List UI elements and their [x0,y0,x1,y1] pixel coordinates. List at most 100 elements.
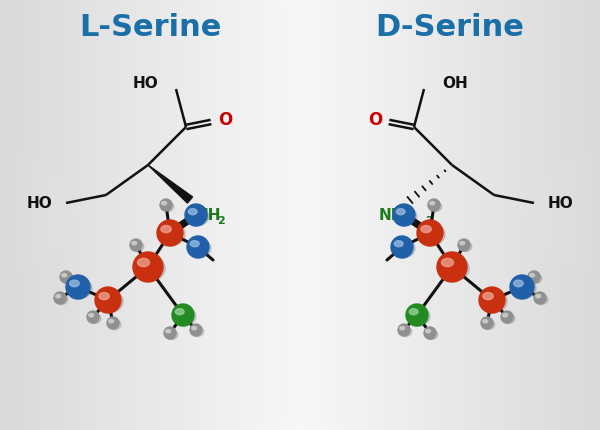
Ellipse shape [60,271,72,283]
Bar [501,0,504,430]
Bar [0,245,600,249]
Ellipse shape [392,240,415,258]
Bar [537,0,540,430]
Bar [111,0,114,430]
Bar [261,0,264,430]
Bar [0,30,600,34]
Bar [444,0,447,430]
Bar [0,194,600,198]
Bar [438,0,441,430]
Bar [327,0,330,430]
Bar [12,0,15,430]
Bar [15,0,18,430]
Bar [429,0,432,430]
Ellipse shape [165,330,178,340]
Ellipse shape [175,309,184,315]
Bar [306,0,309,430]
Bar [525,0,528,430]
Bar [153,0,156,430]
Bar [207,0,210,430]
Bar [135,0,138,430]
Bar [201,0,204,430]
Bar [0,421,600,426]
Ellipse shape [391,237,413,258]
Ellipse shape [192,327,197,330]
Ellipse shape [89,314,94,317]
Ellipse shape [62,274,67,277]
Bar [426,0,429,430]
Bar [0,280,600,284]
Bar [279,0,282,430]
Ellipse shape [131,242,144,252]
Bar [150,0,153,430]
Bar [561,0,564,430]
Bar [105,0,108,430]
Ellipse shape [514,280,523,287]
Bar [0,22,600,26]
Bar [0,288,600,292]
Ellipse shape [429,202,442,212]
Bar [0,4,600,9]
Bar [39,0,42,430]
Bar [141,0,144,430]
Ellipse shape [188,240,211,258]
Bar [0,396,600,400]
Bar [0,9,600,13]
Bar [459,0,462,430]
Bar [423,0,426,430]
Bar [0,159,600,163]
Bar [513,0,516,430]
Ellipse shape [458,240,470,252]
Bar [435,0,438,430]
Ellipse shape [158,224,185,246]
Bar [258,0,261,430]
Bar [0,82,600,86]
Bar [0,224,600,228]
Text: 2: 2 [425,215,433,225]
Bar [102,0,105,430]
Bar [399,0,402,430]
Ellipse shape [137,259,149,267]
Bar [324,0,327,430]
Ellipse shape [510,275,534,299]
Bar [465,0,468,430]
Bar [243,0,246,430]
Bar [0,142,600,146]
Ellipse shape [417,221,443,246]
Bar [276,0,279,430]
Bar [516,0,519,430]
Ellipse shape [173,307,196,326]
Bar [219,0,222,430]
Bar [273,0,276,430]
Ellipse shape [67,279,92,299]
Bar [0,108,600,112]
Ellipse shape [421,226,431,233]
Ellipse shape [190,324,202,336]
Bar [0,297,600,301]
Bar [117,0,120,430]
Bar [0,52,600,56]
Bar [255,0,258,430]
Bar [471,0,474,430]
Bar [0,86,600,90]
Ellipse shape [394,241,403,247]
Bar [0,387,600,391]
Bar [540,0,543,430]
Bar [582,0,585,430]
Bar [3,0,6,430]
Ellipse shape [424,327,436,339]
Bar [351,0,354,430]
Bar [129,0,132,430]
Bar [192,0,195,430]
Ellipse shape [394,208,417,226]
Bar [0,357,600,361]
Bar [213,0,216,430]
Bar [492,0,495,430]
Bar [93,0,96,430]
Bar [333,0,336,430]
Bar [552,0,555,430]
Bar [0,99,600,103]
Bar [198,0,201,430]
Ellipse shape [406,304,428,326]
Bar [183,0,186,430]
